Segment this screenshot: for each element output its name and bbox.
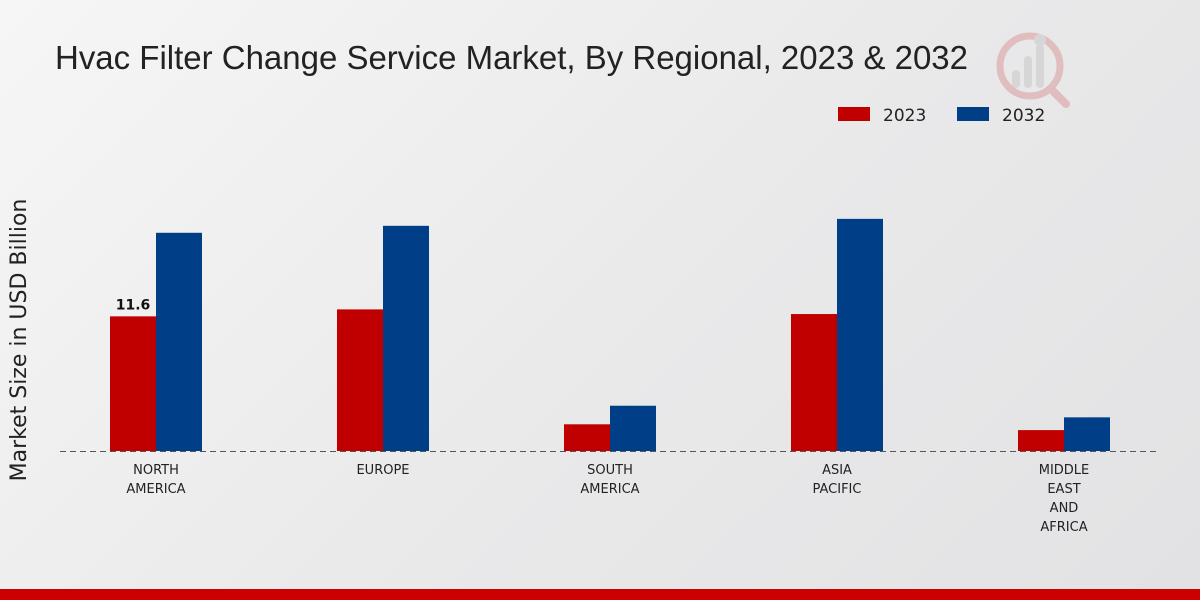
bar-2023-europe [337,309,383,451]
legend-swatch-2023 [838,107,870,121]
y-axis-label: Market Size in USD Billion [7,199,32,482]
legend-label-2023: 2023 [883,106,926,126]
bar-group: 11.6 [110,218,1110,451]
x-tick-label-line: EUROPE [356,463,409,478]
x-tick-label-line: AND [1050,501,1079,516]
bar-2023-south-america [564,424,610,451]
x-tick-label: SOUTH AMERICA [580,463,639,497]
x-tick-label-line: AFRICA [1040,520,1087,535]
bottom-accent-bar [0,589,1200,600]
bar-2032-north-america [156,232,202,451]
bar-2023-north-america [110,316,156,451]
bar-2023-asia-pacific [791,314,837,451]
chart-title: Hvac Filter Change Service Market, By Re… [55,39,968,76]
legend-swatch-2032 [957,107,989,121]
x-tick-label-line: MIDDLE [1039,463,1090,478]
x-tick-label: MIDDLE EAST AND AFRICA [1039,463,1090,535]
x-tick-label: EUROPE [356,463,409,478]
x-tick-label-line: NORTH [133,463,179,478]
bar-2023-middle-east-and-africa [1018,430,1064,451]
data-label: 11.6 [116,297,151,313]
legend: 2023 2032 [838,106,1045,126]
x-tick-label-line: AMERICA [580,482,639,497]
x-tick-label: NORTH AMERICA [126,463,185,497]
x-tick-label-line: SOUTH [587,463,633,478]
legend-label-2032: 2032 [1002,106,1045,126]
bar-2032-europe [383,225,429,451]
bar-2032-asia-pacific [837,218,883,451]
x-tick-label-line: EAST [1047,482,1080,497]
x-tick-label-line: AMERICA [126,482,185,497]
x-axis-ticks: NORTH AMERICA EUROPE SOUTH AMERICA ASIA PACIFI… [126,463,1089,535]
bar-2032-middle-east-and-africa [1064,417,1110,451]
x-tick-label-line: ASIA [822,463,852,478]
x-tick-label: ASIA PACIFIC [813,463,862,497]
bar-2032-south-america [610,405,656,451]
x-tick-label-line: PACIFIC [813,482,862,497]
watermark-logo-icon [996,32,1070,108]
